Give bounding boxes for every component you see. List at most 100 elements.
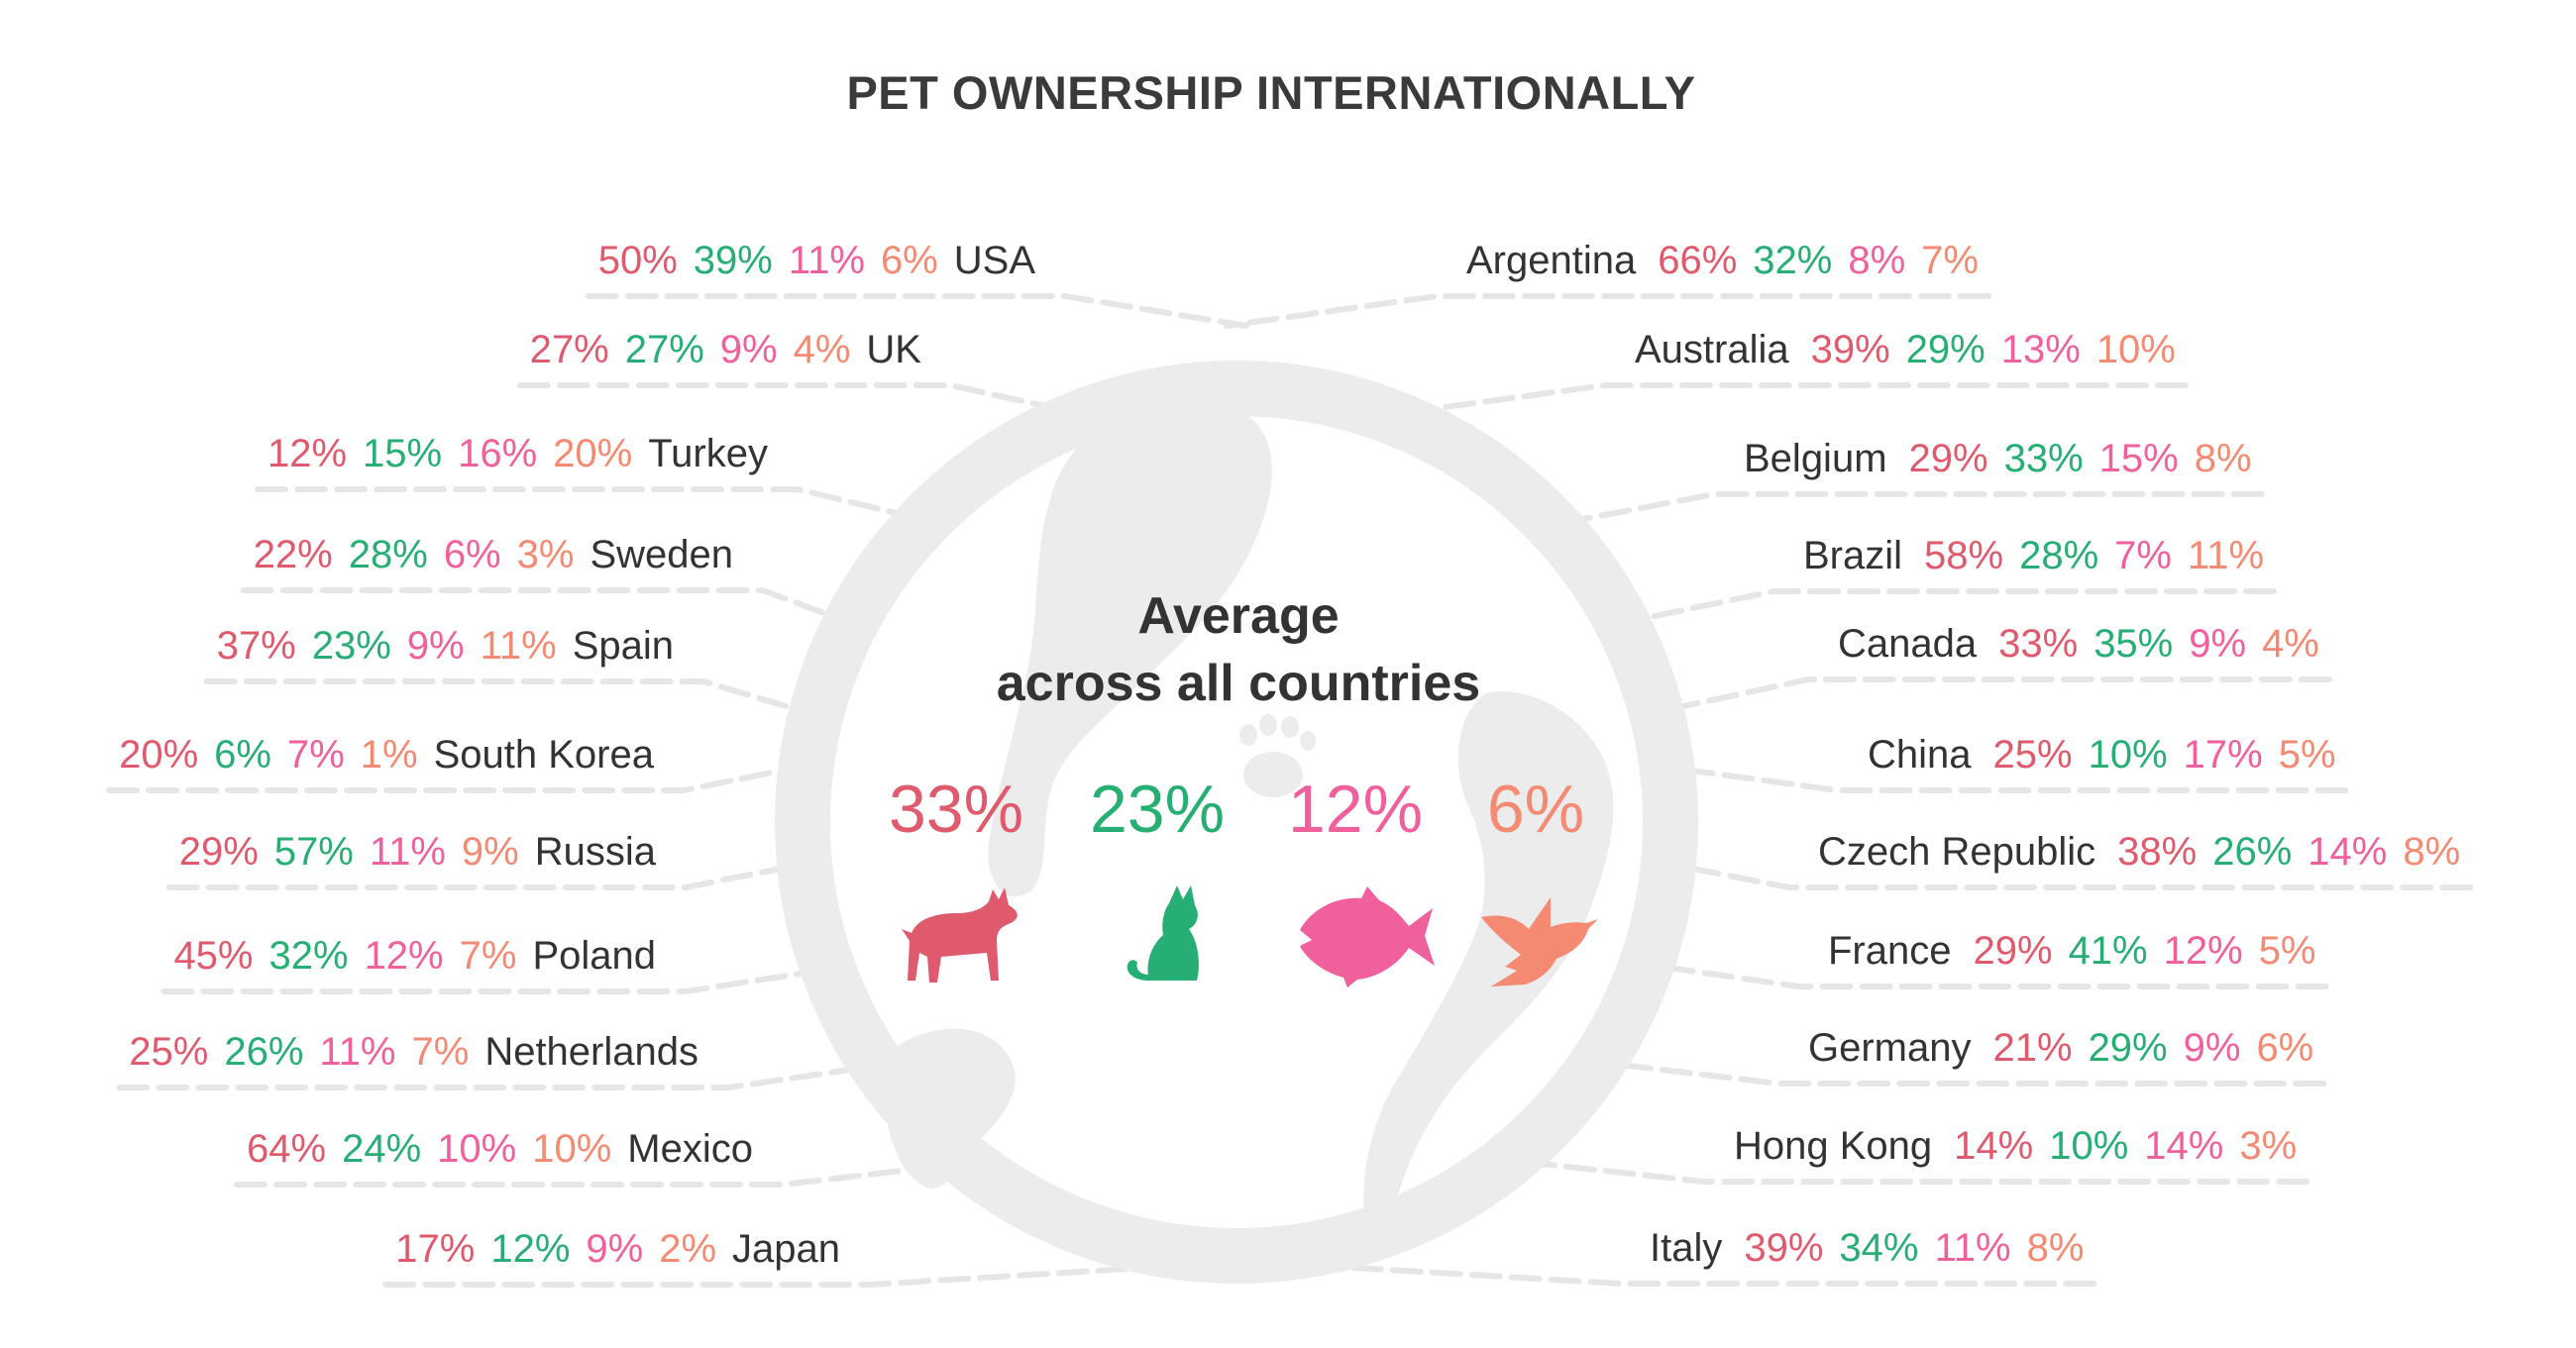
right-country-row: Australia 39% 29% 13% 10% (1635, 330, 2176, 369)
cat-value: 34% (1839, 1226, 1919, 1270)
country-name: China (1868, 733, 1972, 777)
dog-value: 33% (1998, 622, 2079, 666)
country-name: Mexico (627, 1127, 753, 1171)
fish-value: 7% (286, 733, 345, 777)
fish-value: 6% (443, 533, 501, 576)
fish-value: 9% (2183, 1026, 2241, 1070)
chart-title: PET OWNERSHIP INTERNATIONALLY (846, 66, 1696, 119)
globe-continents (882, 400, 1614, 1238)
dog-value: 20% (119, 733, 199, 777)
right-leader-line-8 (1608, 1061, 2327, 1087)
country-name: UK (866, 328, 921, 371)
fish-value: 10% (437, 1127, 517, 1171)
leader-lines (106, 293, 2474, 1288)
dog-value: 29% (1908, 437, 1988, 480)
cat-value: 10% (2088, 733, 2168, 777)
bird-value: 1% (360, 733, 418, 777)
average-title-line2: across all countries (996, 655, 1481, 712)
fish-value: 17% (2183, 733, 2263, 777)
dog-value: 37% (216, 624, 296, 668)
right-leader-line-7 (1659, 964, 2329, 989)
bird-value: 7% (459, 934, 517, 978)
country-name: Hong Kong (1734, 1124, 1933, 1168)
left-leader-line-7 (161, 969, 816, 994)
dog-icon (902, 887, 1018, 983)
left-country-row: 29% 57% 11% 9% Russia (179, 832, 656, 872)
fish-value: 15% (2098, 437, 2179, 480)
cat-value: 10% (2049, 1124, 2129, 1168)
bird-value: 3% (2239, 1124, 2298, 1168)
fish-value: 11% (1934, 1226, 2011, 1270)
dog-value: 27% (529, 328, 609, 371)
dog-value: 39% (1744, 1226, 1824, 1270)
country-name: Poland (532, 934, 656, 978)
left-leader-line-10 (382, 1262, 1197, 1288)
average-fish: 12% (1287, 772, 1424, 847)
country-name: France (1828, 929, 1952, 973)
cat-value: 28% (2019, 534, 2099, 577)
cat-value: 12% (490, 1227, 571, 1271)
right-country-row: Hong Kong 14% 10% 14% 3% (1734, 1126, 2297, 1166)
average-dog: 33% (888, 772, 1024, 847)
country-name: Italy (1650, 1226, 1723, 1270)
bird-value: 7% (1921, 239, 1979, 282)
bird-value: 4% (2262, 622, 2319, 666)
fish-value: 8% (1848, 239, 1906, 282)
left-leader-line-5 (106, 768, 786, 793)
right-country-row: Italy 39% 34% 11% 8% (1650, 1228, 2084, 1268)
cat-value: 6% (214, 733, 271, 777)
left-leader-line-3 (240, 587, 846, 623)
left-leader-line-0 (585, 293, 1249, 329)
right-country-row: Czech Republic 38% 26% 14% 8% (1818, 832, 2460, 872)
average-bird: 6% (1486, 772, 1585, 847)
right-leader-line-10 (1284, 1261, 2097, 1287)
left-country-row: 27% 27% 9% 4% UK (530, 330, 921, 369)
right-leader-line-4 (1666, 676, 2332, 712)
fish-value: 11% (369, 830, 446, 874)
cat-value: 24% (342, 1127, 422, 1171)
fish-value: 9% (2189, 622, 2247, 666)
bird-value: 5% (2258, 929, 2316, 973)
country-name: Argentina (1466, 239, 1637, 282)
cat-value: 15% (363, 432, 443, 475)
dog-value: 22% (253, 533, 333, 576)
dog-value: 64% (247, 1127, 327, 1171)
fish-value: 14% (2144, 1124, 2224, 1168)
right-country-row: Argentina 66% 32% 8% 7% (1466, 241, 1979, 280)
left-country-row: 50% 39% 11% 6% USA (598, 241, 1035, 280)
bird-icon (1481, 897, 1598, 986)
fish-value: 9% (719, 328, 778, 371)
country-name: Australia (1635, 328, 1789, 371)
right-country-row: Belgium 29% 33% 15% 8% (1744, 439, 2252, 478)
cat-value: 32% (1753, 239, 1833, 282)
globe (775, 361, 1698, 1284)
bird-value: 6% (880, 239, 938, 282)
country-name: Czech Republic (1818, 830, 2096, 874)
left-country-row: 12% 15% 16% 20% Turkey (268, 434, 768, 473)
country-name: Belgium (1744, 437, 1887, 480)
cat-value: 39% (693, 239, 773, 282)
left-country-row: 22% 28% 6% 3% Sweden (254, 535, 733, 574)
cat-value: 29% (1905, 328, 1986, 371)
right-leader-line-5 (1687, 768, 2349, 793)
country-name: Russia (534, 830, 656, 874)
bird-value: 11% (480, 624, 557, 668)
right-leader-line-3 (1628, 588, 2278, 624)
cat-icon (1127, 885, 1199, 981)
dog-value: 29% (1973, 929, 2053, 973)
right-country-row: Brazil 58% 28% 7% 11% (1803, 536, 2264, 575)
cat-value: 35% (2093, 622, 2174, 666)
fish-value: 7% (2114, 534, 2172, 577)
cat-value: 28% (348, 533, 428, 576)
cat-value: 27% (624, 328, 704, 371)
left-leader-line-1 (516, 382, 1089, 418)
bird-value: 3% (516, 533, 575, 576)
country-name: Sweden (590, 533, 733, 576)
fish-value: 9% (586, 1227, 644, 1271)
left-leader-line-6 (165, 865, 789, 890)
dog-value: 25% (129, 1030, 209, 1074)
bird-value: 5% (2278, 733, 2336, 777)
dog-value: 38% (2117, 830, 2198, 874)
left-country-row: 25% 26% 11% 7% Netherlands (129, 1032, 698, 1072)
